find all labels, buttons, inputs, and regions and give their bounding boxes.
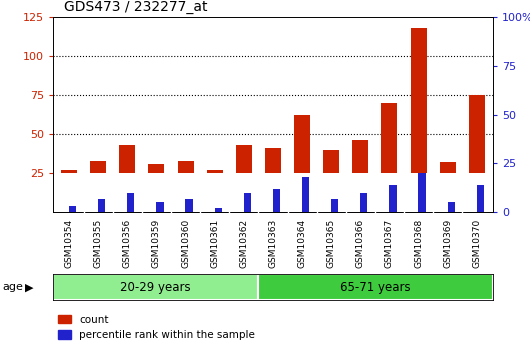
Text: GSM10370: GSM10370 (472, 219, 481, 268)
Bar (382, 103, 398, 173)
Bar (186, 198, 193, 212)
Text: GSM10364: GSM10364 (297, 219, 306, 268)
Bar (390, 185, 396, 212)
Bar (294, 116, 310, 173)
Text: GSM10363: GSM10363 (269, 219, 277, 268)
Bar (258, 274, 493, 300)
Bar (90, 161, 106, 173)
Bar (331, 198, 338, 212)
Bar (53, 274, 258, 300)
Bar (61, 170, 77, 173)
Bar (236, 145, 252, 173)
Bar (119, 145, 135, 173)
Text: GSM10365: GSM10365 (326, 219, 335, 268)
Bar (127, 193, 135, 212)
Bar (156, 203, 164, 212)
Legend: count, percentile rank within the sample: count, percentile rank within the sample (58, 315, 255, 340)
Bar (411, 28, 427, 173)
Bar (302, 177, 309, 212)
Text: 20-29 years: 20-29 years (120, 281, 191, 294)
Bar (265, 148, 281, 173)
Bar (244, 193, 251, 212)
Text: GSM10367: GSM10367 (385, 219, 394, 268)
Text: GSM10361: GSM10361 (210, 219, 219, 268)
Bar (419, 173, 426, 212)
Bar (448, 203, 455, 212)
Bar (148, 164, 164, 173)
Bar (215, 208, 222, 212)
Text: GSM10368: GSM10368 (414, 219, 423, 268)
Text: GSM10362: GSM10362 (240, 219, 249, 268)
Text: GDS473 / 232277_at: GDS473 / 232277_at (64, 0, 207, 14)
Text: age: age (3, 282, 23, 292)
Bar (323, 150, 339, 173)
Text: GSM10359: GSM10359 (152, 219, 161, 268)
Bar (273, 189, 280, 212)
Text: GSM10354: GSM10354 (65, 219, 74, 268)
Bar (207, 170, 223, 173)
Text: GSM10369: GSM10369 (443, 219, 452, 268)
Text: GSM10355: GSM10355 (94, 219, 103, 268)
Bar (178, 161, 193, 173)
Bar (469, 95, 485, 173)
Bar (440, 162, 456, 173)
Bar (352, 140, 368, 173)
Text: GSM10356: GSM10356 (123, 219, 132, 268)
Text: ▶: ▶ (25, 282, 34, 292)
Bar (360, 193, 367, 212)
Bar (69, 206, 76, 212)
Bar (98, 198, 105, 212)
Text: GSM10366: GSM10366 (356, 219, 365, 268)
Bar (476, 185, 484, 212)
Text: 65-71 years: 65-71 years (340, 281, 411, 294)
Text: GSM10360: GSM10360 (181, 219, 190, 268)
